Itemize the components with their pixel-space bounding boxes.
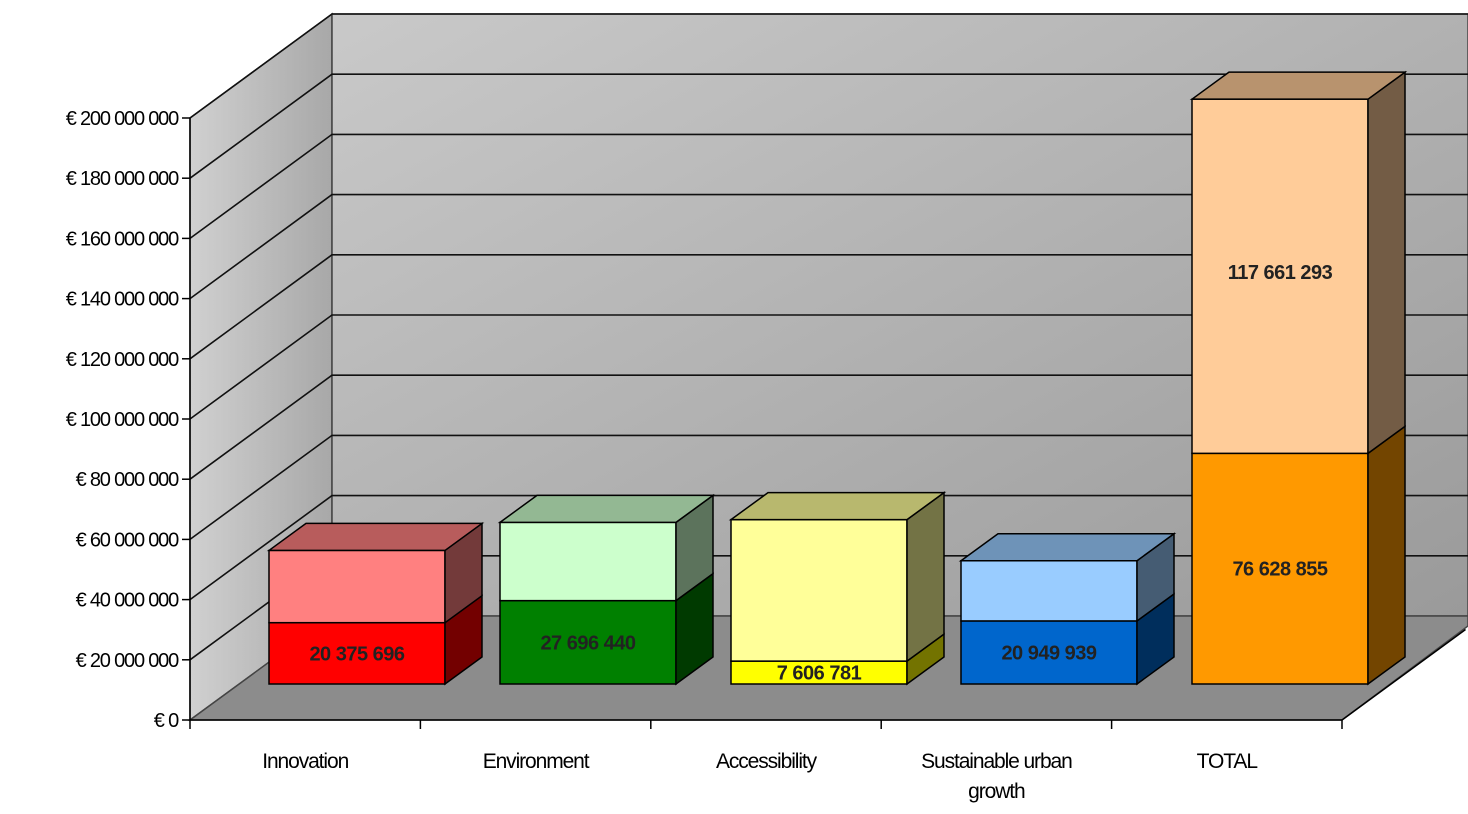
y-tick-label: € 200 000 000 — [66, 108, 179, 130]
gridline — [189, 434, 1468, 541]
bar-lower-front — [960, 620, 1138, 685]
y-tick-label: € 0 — [154, 710, 179, 732]
y-tick-label: € 160 000 000 — [66, 228, 179, 250]
x-tick-label: Accessibility — [716, 750, 818, 773]
x-tick-label: Innovation — [262, 750, 348, 773]
bar-lower — [960, 592, 1175, 686]
gridline — [189, 133, 1468, 240]
y-tick-label: € 20 000 000 — [76, 650, 179, 672]
x-tick-label: Sustainable urban — [921, 750, 1072, 773]
y-tick-label: € 40 000 000 — [76, 590, 179, 612]
y-tick-label: € 60 000 000 — [76, 529, 179, 551]
bar-upper — [1191, 70, 1406, 455]
bar-upper-front — [499, 521, 677, 602]
gridline — [189, 314, 1468, 420]
bar-lower — [268, 594, 483, 686]
data-label: 76 628 855 — [1232, 559, 1327, 581]
data-label: 7 606 781 — [777, 663, 862, 685]
bar-lower-side — [1367, 424, 1406, 686]
x-tick-label: TOTAL — [1197, 750, 1258, 773]
bar-lower — [499, 572, 714, 686]
data-label: 117 661 293 — [1228, 262, 1333, 284]
y-tick-label: € 140 000 000 — [66, 289, 179, 311]
bar-upper — [268, 521, 483, 625]
gridline — [189, 13, 1468, 119]
y-tick-label: € 180 000 000 — [66, 168, 179, 190]
bar-top — [728, 491, 947, 521]
bar-top — [266, 522, 485, 552]
bar-upper-front — [1191, 98, 1369, 455]
bar-upper — [499, 493, 714, 603]
data-label: 20 949 939 — [1001, 642, 1096, 664]
bar-top — [497, 494, 716, 524]
bar-upper-front — [960, 559, 1138, 622]
x-tick-label: growth — [968, 780, 1025, 803]
bar-lower — [730, 632, 945, 686]
y-tick-label: € 100 000 000 — [66, 409, 179, 431]
floor-edge — [1341, 628, 1466, 721]
bar-upper — [960, 532, 1175, 623]
y-tick-label: € 80 000 000 — [76, 469, 179, 491]
data-label: 27 696 440 — [540, 632, 635, 654]
gridline — [189, 374, 1468, 480]
gridline — [189, 494, 1468, 601]
x-tick-label: Environment — [483, 750, 590, 773]
gridline — [189, 254, 1468, 360]
gridline — [189, 73, 1468, 179]
bar-top — [958, 532, 1177, 562]
bar-upper — [730, 491, 945, 663]
y-tick-label: € 120 000 000 — [66, 349, 179, 371]
gridline — [189, 193, 1468, 300]
bar-upper-side — [1367, 70, 1406, 455]
data-label: 20 375 696 — [309, 643, 404, 665]
bar-upper-front — [268, 549, 446, 624]
bar-upper-front — [730, 518, 908, 662]
bar-top — [1189, 71, 1408, 100]
bar-upper-side — [906, 491, 945, 663]
bar-lower-front — [499, 599, 677, 685]
bar-lower — [1191, 424, 1406, 686]
